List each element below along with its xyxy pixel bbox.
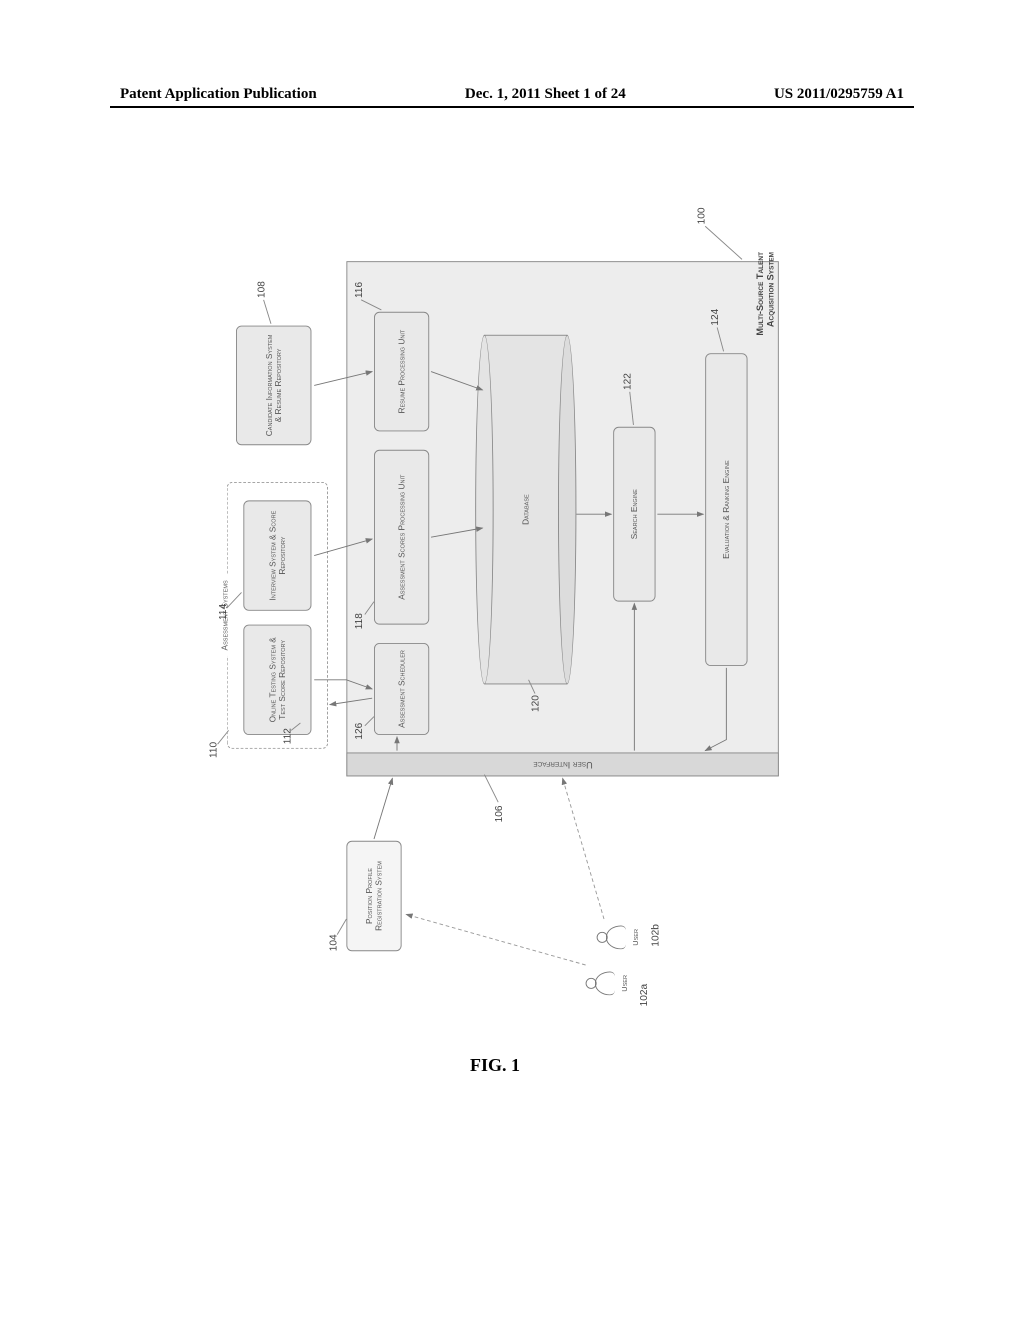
interview-box: Interview System & Score Repository bbox=[243, 500, 311, 610]
assessment-scheduler-label: Assessment Scheduler bbox=[397, 650, 407, 728]
eval-ranking-label: Evaluation & Ranking Engine bbox=[722, 460, 732, 559]
user-interface-bar: User Interface bbox=[346, 752, 778, 776]
position-profile-label: Position Profile Registration System bbox=[364, 847, 383, 945]
resume-proc-label: Resume Processing Unit bbox=[397, 330, 407, 414]
database-label: Database bbox=[521, 335, 530, 685]
online-testing-box: Online Testing System & Test Score Repos… bbox=[243, 625, 311, 735]
user-icon-b bbox=[597, 924, 630, 952]
ref-114: 114 bbox=[218, 604, 229, 620]
ref-116: 116 bbox=[354, 282, 365, 298]
ref-120: 120 bbox=[530, 695, 541, 712]
eval-ranking-box: Evaluation & Ranking Engine bbox=[705, 353, 747, 666]
ref-102a: 102a bbox=[639, 984, 650, 1007]
header-middle: Dec. 1, 2011 Sheet 1 of 24 bbox=[465, 86, 626, 103]
page-header: Patent Application Publication Dec. 1, 2… bbox=[0, 86, 1024, 103]
assessment-scores-label: Assessment Scores Processing Unit bbox=[397, 475, 407, 600]
ref-124: 124 bbox=[710, 309, 721, 326]
diagram-canvas: User Interface Assessment Systems Online… bbox=[190, 188, 834, 1053]
ref-100: 100 bbox=[696, 208, 707, 225]
ref-122: 122 bbox=[622, 373, 633, 390]
ref-104: 104 bbox=[328, 934, 339, 951]
assessment-scores-box: Assessment Scores Processing Unit bbox=[374, 450, 429, 625]
interview-label: Interview System & Score Repository bbox=[268, 507, 287, 605]
header-right: US 2011/0295759 A1 bbox=[774, 86, 904, 103]
search-engine-box: Search Engine bbox=[613, 427, 655, 602]
user-label-b: User bbox=[632, 922, 640, 953]
search-engine-label: Search Engine bbox=[630, 489, 640, 539]
ref-118: 118 bbox=[354, 613, 365, 629]
position-profile-box: Position Profile Registration System bbox=[346, 841, 401, 951]
user-interface-label: User Interface bbox=[533, 759, 592, 769]
ref-106: 106 bbox=[494, 806, 505, 823]
assessment-scheduler-box: Assessment Scheduler bbox=[374, 643, 429, 735]
ref-102b: 102b bbox=[650, 924, 661, 947]
database-cylinder: Database bbox=[475, 335, 576, 685]
ref-110: 110 bbox=[208, 742, 219, 758]
resume-proc-box: Resume Processing Unit bbox=[374, 312, 429, 432]
header-left: Patent Application Publication bbox=[120, 86, 317, 103]
candidate-info-label: Candidate Information System & Resume Re… bbox=[264, 332, 283, 439]
online-testing-label: Online Testing System & Test Score Repos… bbox=[268, 631, 287, 729]
figure-label: FIG. 1 bbox=[470, 1055, 520, 1076]
system-name-label: Multi-Source Talent Acquisition System bbox=[756, 252, 776, 381]
candidate-info-box: Candidate Information System & Resume Re… bbox=[236, 326, 311, 446]
ref-108: 108 bbox=[256, 281, 267, 298]
user-icon-a bbox=[586, 970, 619, 998]
user-label-a: User bbox=[621, 968, 629, 999]
ref-112: 112 bbox=[282, 728, 293, 744]
ref-126: 126 bbox=[354, 723, 365, 740]
